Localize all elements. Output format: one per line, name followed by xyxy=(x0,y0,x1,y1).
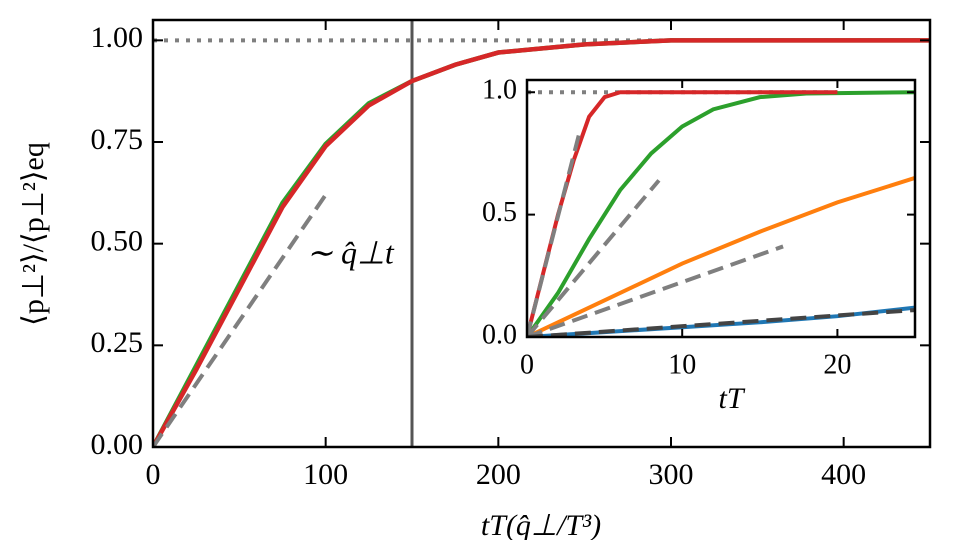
axes-frame xyxy=(151,18,932,449)
inset-x-axis-label: tT xyxy=(718,382,745,415)
series-line xyxy=(527,130,582,337)
y-tick-label: 0.0 xyxy=(482,319,517,350)
series-line xyxy=(527,90,915,337)
series-line xyxy=(153,38,930,447)
x-tick-label: 0 xyxy=(146,458,161,491)
series-line xyxy=(527,175,915,337)
plot-area xyxy=(527,90,915,337)
x-tick-label: 100 xyxy=(303,458,348,491)
y-tick-label: 1.00 xyxy=(91,21,144,54)
y-tick-label: 0.5 xyxy=(482,197,517,228)
x-tick-label: 10 xyxy=(668,349,696,380)
y-axis-label: ⟨p⊥²⟩/⟨p⊥²⟩eq xyxy=(17,142,50,326)
series-line xyxy=(527,179,661,337)
axes-frame xyxy=(525,78,917,339)
y-tick-label: 0.00 xyxy=(91,428,144,461)
x-tick-label: 200 xyxy=(476,458,521,491)
x-tick-label: 300 xyxy=(649,458,694,491)
x-axis-label: tT(q̂⊥/T³) xyxy=(481,509,601,540)
plot-area xyxy=(153,20,930,447)
y-tick-label: 0.25 xyxy=(91,326,144,359)
y-tick-label: 1.0 xyxy=(482,75,517,106)
series-line xyxy=(527,244,784,337)
x-tick-label: 400 xyxy=(821,458,866,491)
x-tick-label: 20 xyxy=(823,349,851,380)
y-tick-label: 0.50 xyxy=(91,225,144,258)
annotation: ∼ q̂⊥t xyxy=(306,234,395,270)
series-line xyxy=(527,308,915,337)
y-tick-label: 0.75 xyxy=(91,123,144,156)
x-tick-label: 0 xyxy=(520,349,534,380)
series-line xyxy=(153,193,328,447)
inset-background xyxy=(527,80,915,337)
